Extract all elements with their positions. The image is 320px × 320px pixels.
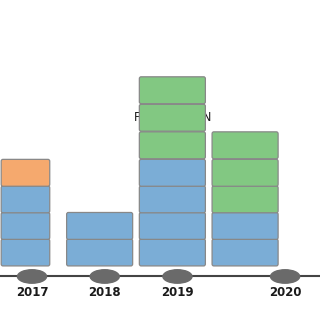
FancyBboxPatch shape xyxy=(212,212,278,239)
Text: OAE: OAE xyxy=(13,193,38,206)
Text: ResNet: ResNet xyxy=(151,246,193,259)
Ellipse shape xyxy=(270,270,300,283)
FancyBboxPatch shape xyxy=(67,239,133,266)
Ellipse shape xyxy=(90,270,119,283)
FancyBboxPatch shape xyxy=(139,104,205,131)
FancyBboxPatch shape xyxy=(139,77,205,104)
Ellipse shape xyxy=(18,270,46,283)
Text: DenseNet: DenseNet xyxy=(143,193,201,206)
Text: 2020: 2020 xyxy=(269,286,301,299)
FancyBboxPatch shape xyxy=(212,132,278,159)
Text: DCNN: DCNN xyxy=(82,220,117,232)
FancyBboxPatch shape xyxy=(139,159,205,186)
Ellipse shape xyxy=(163,270,192,283)
Text: RCN: RCN xyxy=(13,246,38,259)
FancyBboxPatch shape xyxy=(139,132,205,159)
FancyBboxPatch shape xyxy=(67,212,133,239)
Text: Faster R-CNN: Faster R-CNN xyxy=(134,111,211,124)
FancyBboxPatch shape xyxy=(1,159,50,186)
Text: 2017: 2017 xyxy=(16,286,48,299)
FancyBboxPatch shape xyxy=(139,239,205,266)
Text: Inception: Inception xyxy=(72,246,127,259)
Text: Refin: Refin xyxy=(230,139,260,152)
Text: VGG: VGG xyxy=(159,220,186,232)
Text: 2018: 2018 xyxy=(88,286,121,299)
Text: 2019: 2019 xyxy=(161,286,194,299)
Text: DN: DN xyxy=(236,220,254,232)
FancyBboxPatch shape xyxy=(212,239,278,266)
Text: Mask R: Mask R xyxy=(224,193,266,206)
Text: YOLO: YOLO xyxy=(157,84,188,97)
FancyBboxPatch shape xyxy=(139,212,205,239)
Text: Fast R-CNN: Fast R-CNN xyxy=(140,139,205,152)
Text: NasNet: NasNet xyxy=(151,166,194,179)
FancyBboxPatch shape xyxy=(1,212,50,239)
FancyBboxPatch shape xyxy=(139,186,205,213)
FancyBboxPatch shape xyxy=(212,159,278,186)
FancyBboxPatch shape xyxy=(1,186,50,213)
Text: BN: BN xyxy=(17,220,34,232)
Text: CNN: CNN xyxy=(12,166,38,179)
FancyBboxPatch shape xyxy=(1,239,50,266)
Text: Xcep: Xcep xyxy=(230,166,260,179)
FancyBboxPatch shape xyxy=(212,186,278,213)
Text: Alex: Alex xyxy=(232,246,258,259)
